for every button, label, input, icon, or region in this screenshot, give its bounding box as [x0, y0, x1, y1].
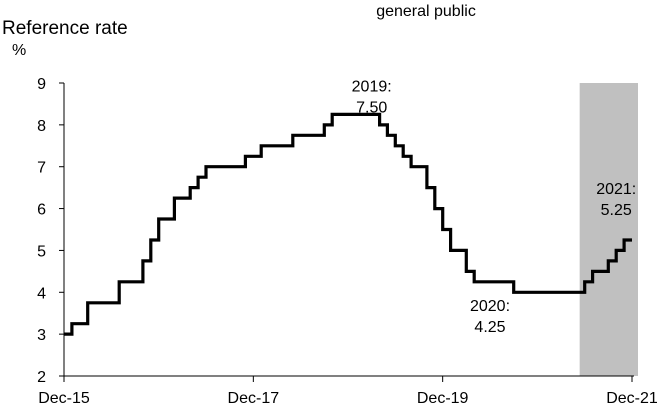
series-line-reference-rate — [64, 112, 632, 336]
y-tick-label: 4 — [37, 285, 46, 302]
y-tick-label: 9 — [37, 76, 46, 93]
y-tick-label: 8 — [37, 118, 46, 135]
annotation-label: 2019: — [352, 78, 392, 95]
y-tick-label: 7 — [37, 160, 46, 177]
shaded-period — [579, 83, 638, 376]
y-tick-label: 3 — [37, 327, 46, 344]
annotation-value: 4.25 — [474, 319, 505, 336]
x-tick-label: Dec-21 — [606, 390, 658, 407]
y-axis-title: Reference rate — [2, 18, 128, 39]
x-tick-label: Dec-19 — [417, 390, 469, 407]
y-tick-label: 6 — [37, 202, 46, 219]
y-tick-label: 2 — [37, 369, 46, 386]
y-axis-unit: % — [12, 42, 26, 59]
annotation-label: 2021: — [596, 181, 636, 198]
x-tick-label: Dec-15 — [38, 390, 90, 407]
x-tick-label: Dec-17 — [228, 390, 280, 407]
annotations: 2019: 7.50 2020: 4.25 2021: 5.25 — [352, 78, 637, 336]
annotation-label: 2020: — [470, 298, 510, 315]
y-tick-label: 5 — [37, 243, 46, 260]
ticks: 2 3 4 5 6 7 8 9 Dec-15 Dec-17 Dec-19 Dec-21 — [37, 76, 658, 407]
annotation-value: 5.25 — [601, 202, 632, 219]
top-text: general public — [376, 3, 476, 20]
axes — [63, 83, 634, 377]
annotation-value: 7.50 — [356, 99, 387, 116]
